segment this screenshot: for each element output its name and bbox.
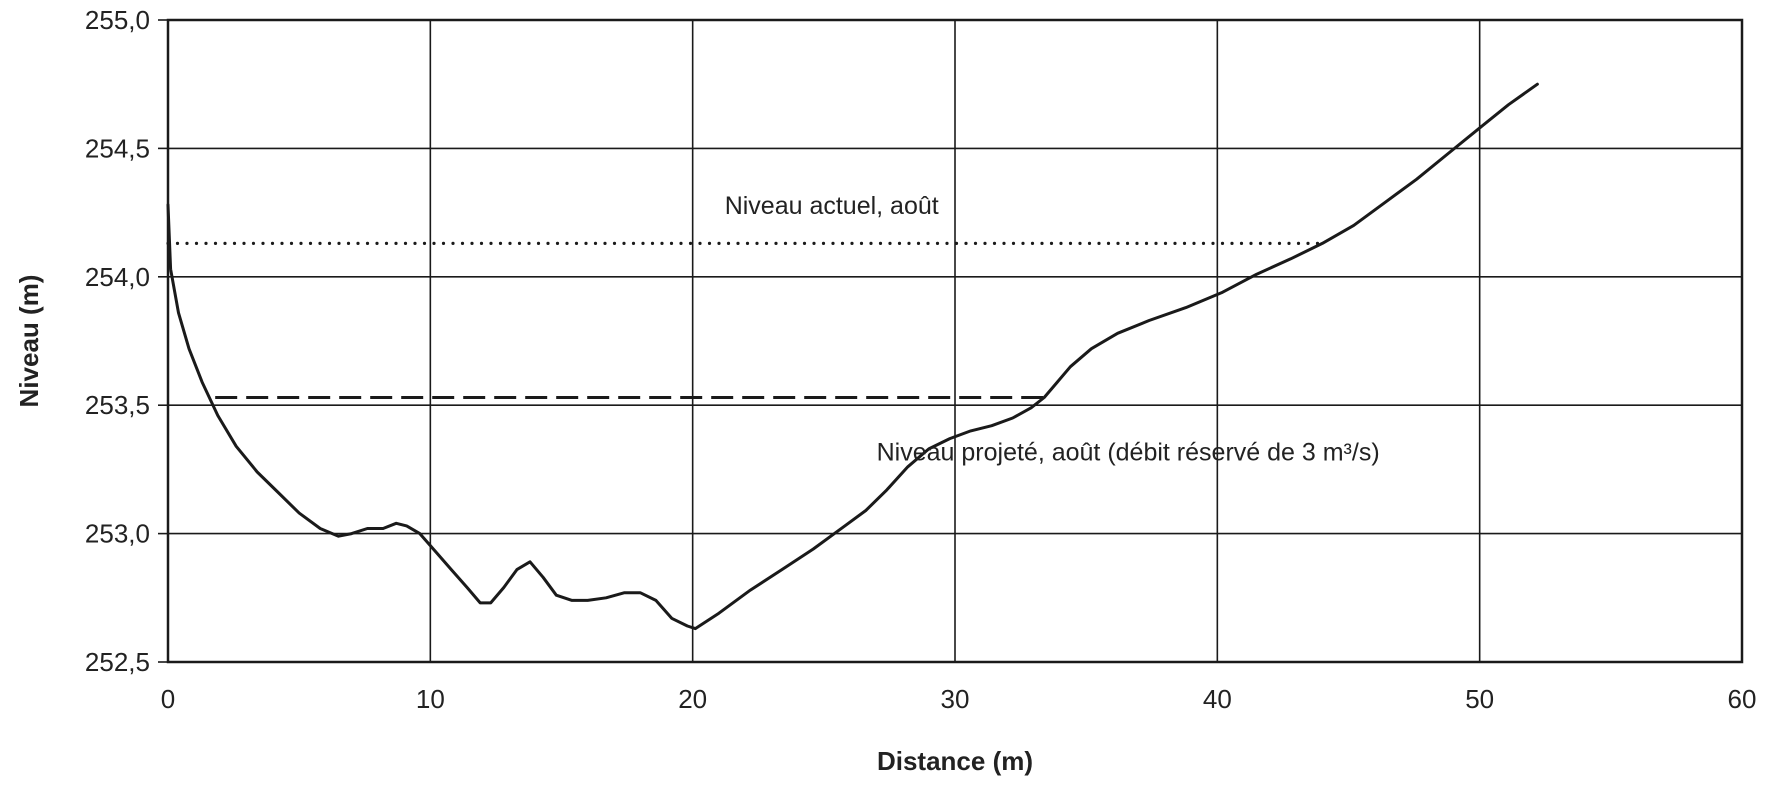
annotation-current-level: Niveau actuel, août xyxy=(725,192,939,220)
y-tick-label: 253,5 xyxy=(85,390,150,420)
y-axis-title: Niveau (m) xyxy=(14,275,44,408)
annotations: Niveau actuel, août Niveau projeté, août … xyxy=(725,192,1380,467)
x-tick-label: 60 xyxy=(1728,684,1757,714)
annotation-projected-level: Niveau projeté, août (débit réservé de 3… xyxy=(877,438,1380,466)
x-tick-label: 30 xyxy=(941,684,970,714)
y-tick-label: 254,5 xyxy=(85,133,150,163)
y-tick-label: 255,0 xyxy=(85,5,150,35)
x-axis-title: Distance (m) xyxy=(877,746,1033,776)
y-tick-label: 254,0 xyxy=(85,262,150,292)
y-tick-label: 253,0 xyxy=(85,519,150,549)
tick-labels: 0 10 20 30 40 50 60 252,5 253,0 253,5 254,0 254,5 25… xyxy=(85,5,1757,714)
profile-line xyxy=(168,84,1537,628)
grid-lines xyxy=(158,20,1742,662)
x-tick-label: 40 xyxy=(1203,684,1232,714)
x-tick-label: 50 xyxy=(1465,684,1494,714)
x-tick-label: 10 xyxy=(416,684,445,714)
series-layer xyxy=(168,84,1537,628)
x-tick-label: 0 xyxy=(161,684,175,714)
y-tick-label: 252,5 xyxy=(85,647,150,677)
x-tick-label: 20 xyxy=(678,684,707,714)
